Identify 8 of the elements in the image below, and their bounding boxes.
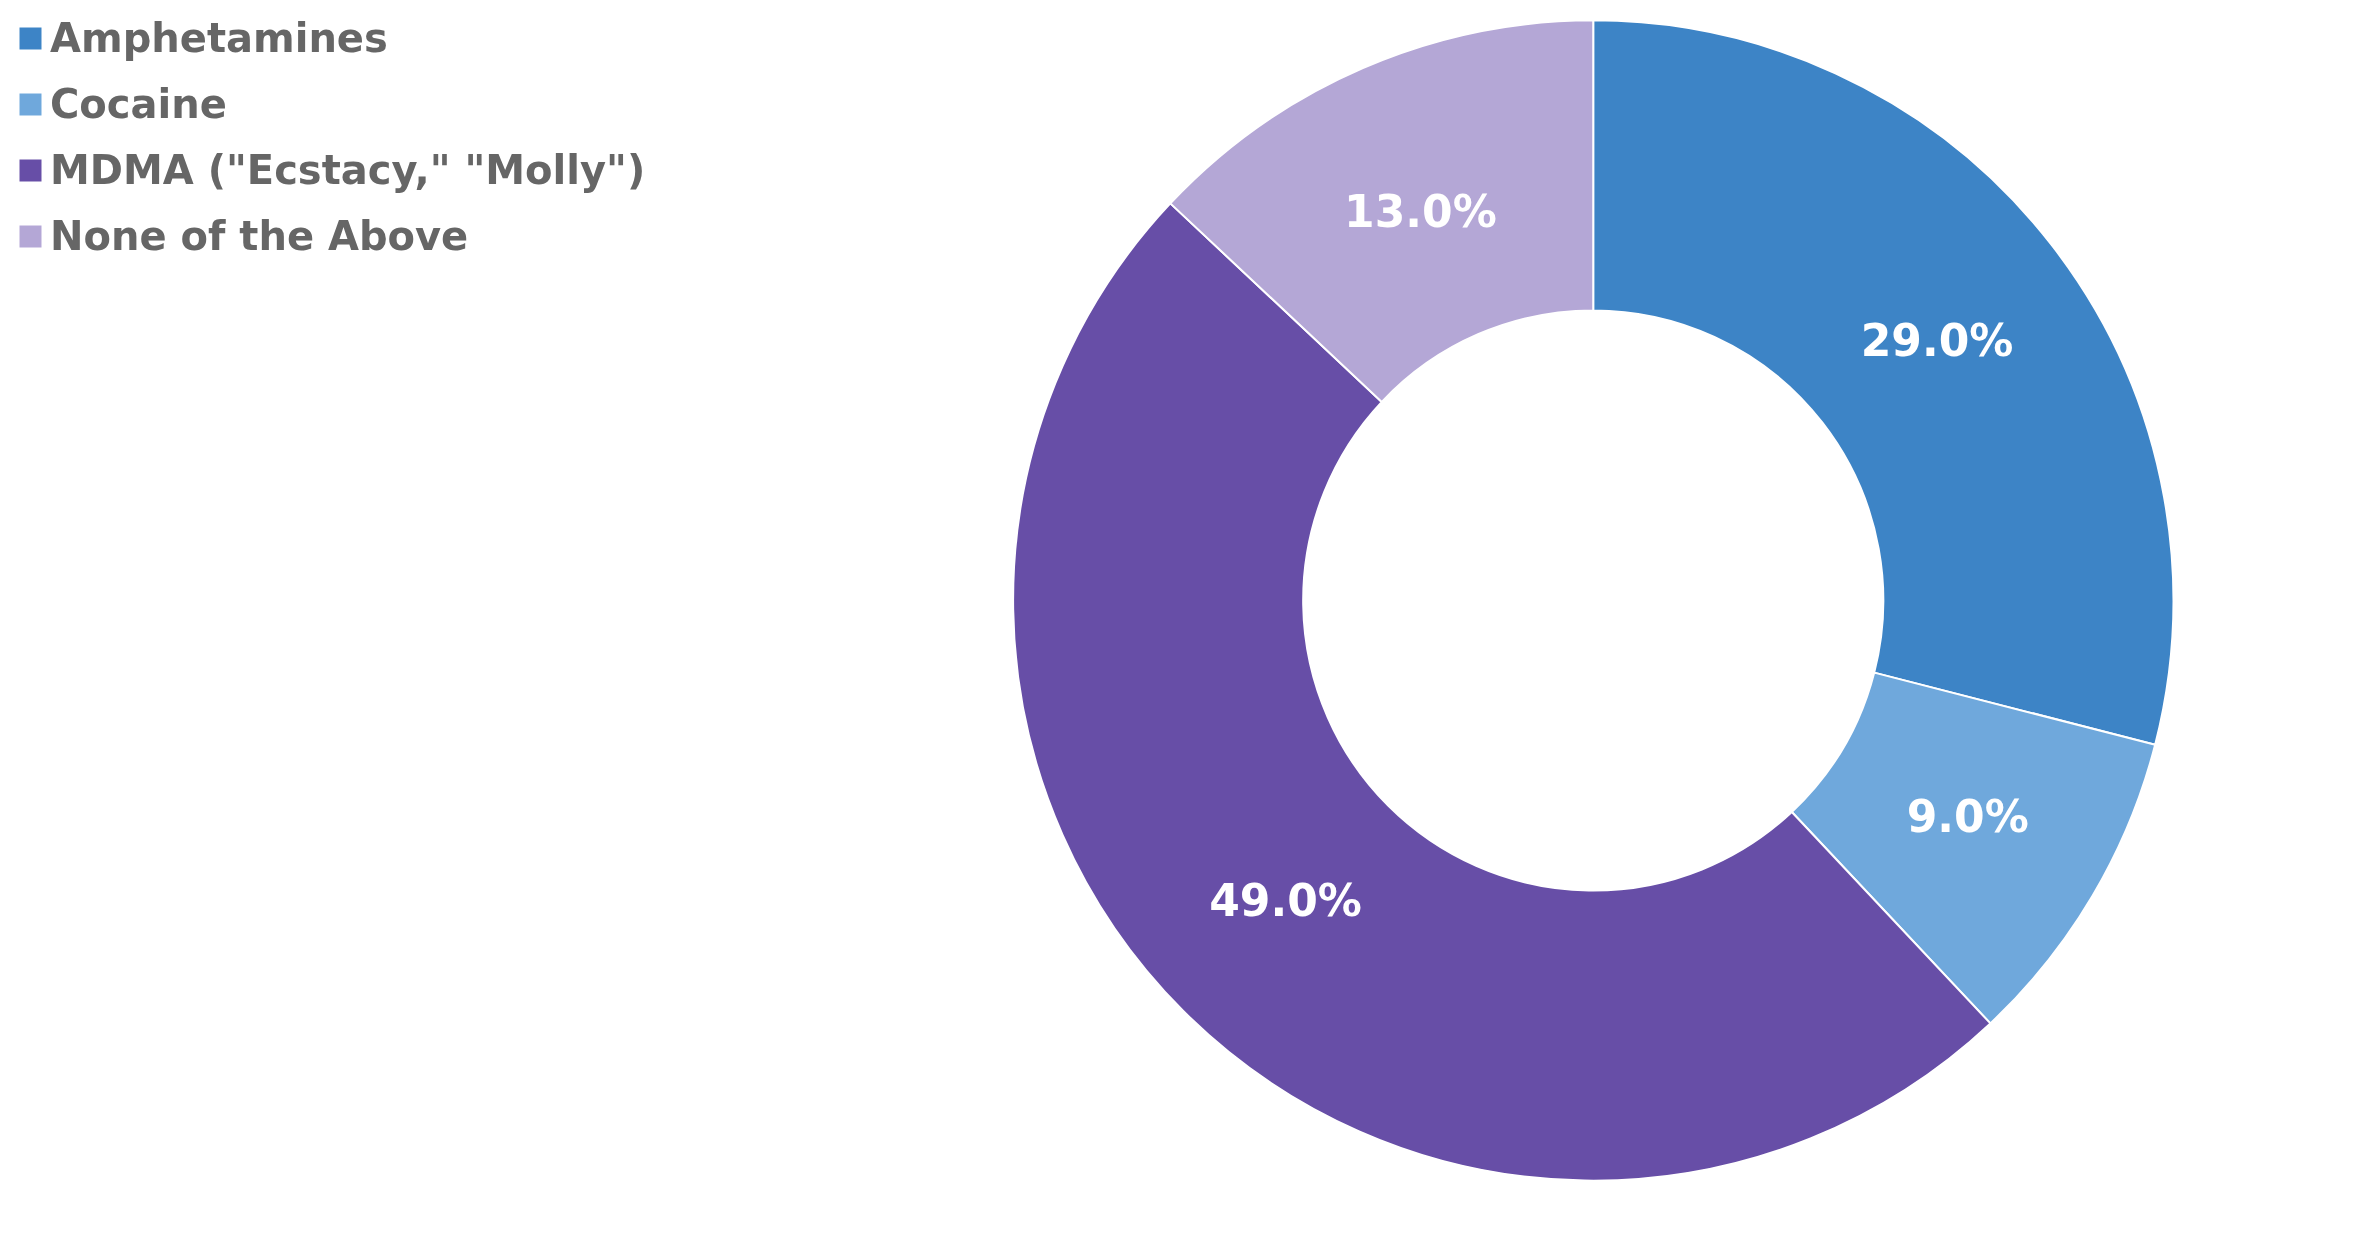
data-label: 9.0% [1906, 790, 2029, 842]
legend-label: MDMA ("Ecstacy," "Molly") [50, 147, 646, 193]
data-label: 13.0% [1344, 185, 1497, 237]
legend-label: Amphetamines [50, 15, 388, 61]
legend-label: None of the Above [50, 213, 469, 259]
data-label: 29.0% [1860, 315, 2014, 367]
data-label: 49.0% [1209, 874, 1362, 926]
legend-label: Cocaine [50, 81, 227, 127]
